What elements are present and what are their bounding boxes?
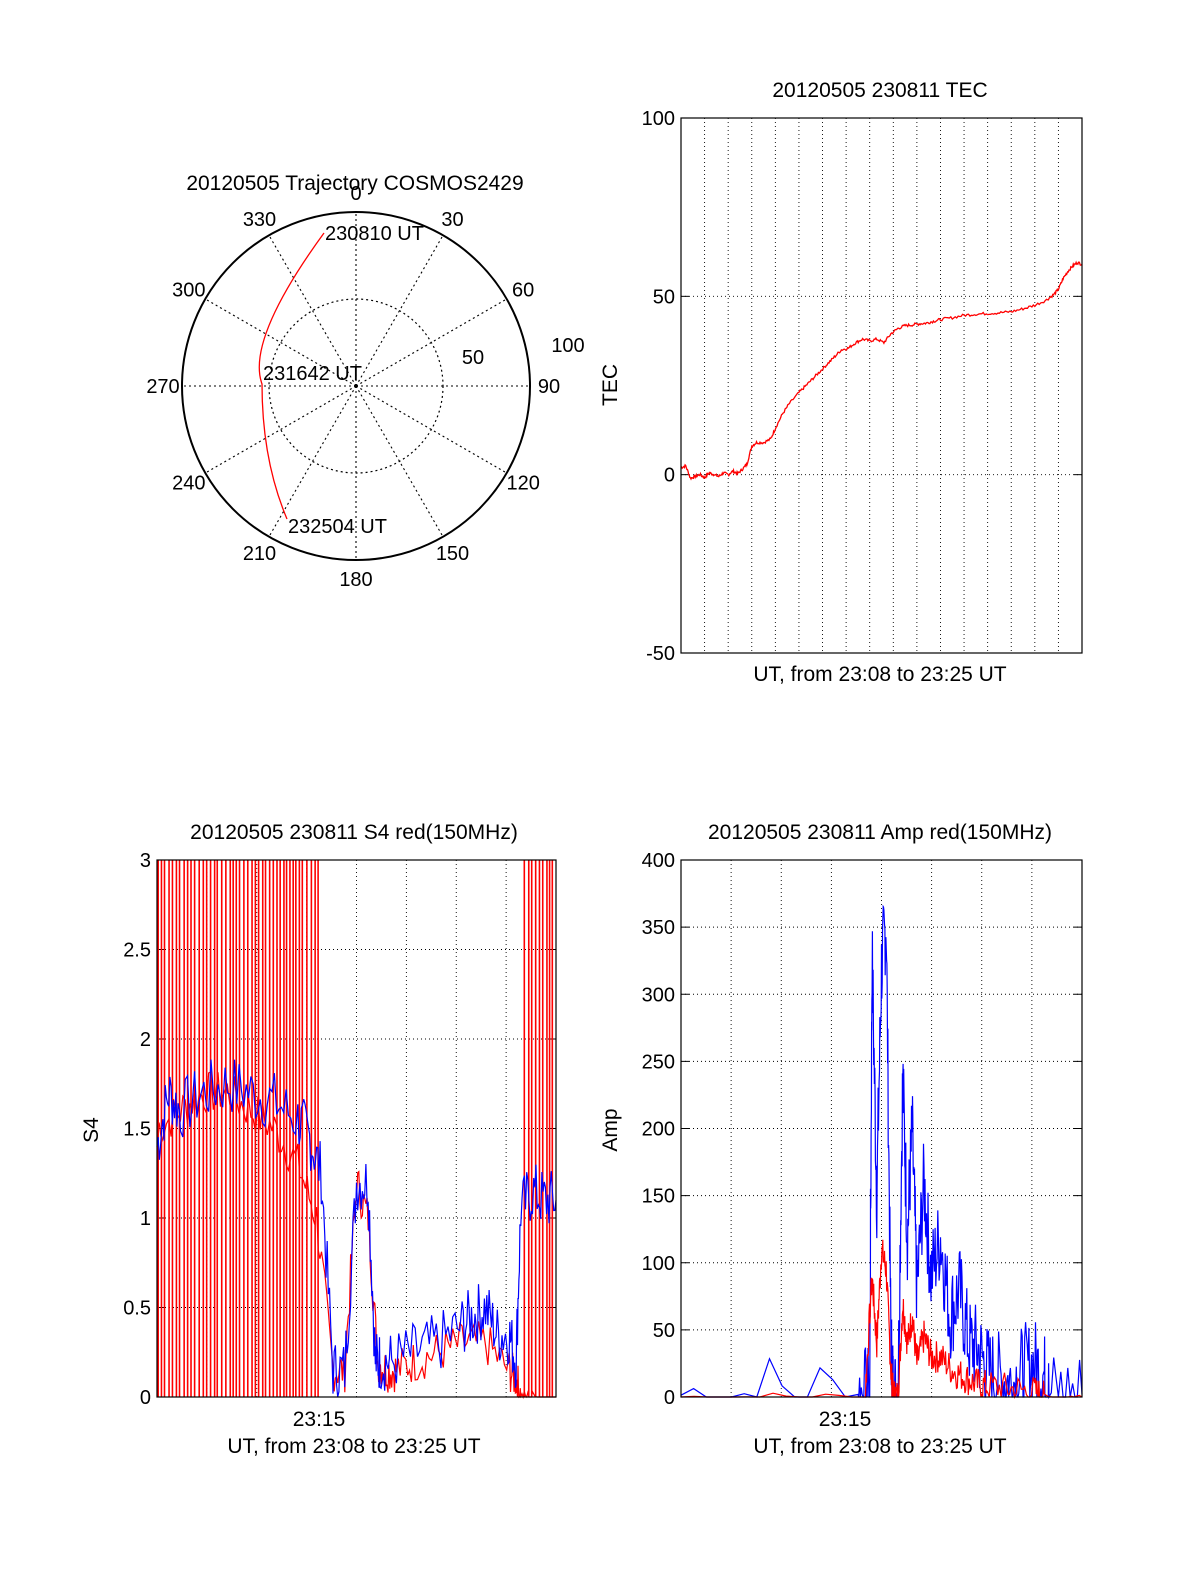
amp-y-ticks: 0 50 100 150 200 250 300 350 400 [642, 850, 1082, 1409]
tec-title: 20120505 230811 TEC [772, 79, 987, 102]
y-tick-label: 250 [642, 1051, 675, 1073]
y-tick-label: 0 [664, 1387, 675, 1409]
amp-panel: 20120505 230811 Amp red(150MHz) 0 50 100 15… [599, 821, 1083, 1458]
polar-azimuth-label: 30 [441, 209, 463, 231]
s4-xtick-label: 23:15 [293, 1408, 346, 1431]
polar-spoke [205, 298, 357, 387]
polar-azimuth-label: 90 [538, 376, 560, 398]
tec-panel: 20120505 230811 TEC -50 0 50 100 TEC UT, fr… [599, 79, 1083, 686]
polar-spoke [355, 385, 507, 474]
polar-spoke [355, 298, 507, 387]
y-tick-label: 3 [140, 850, 151, 872]
tec-series-red [680, 260, 1083, 481]
polar-azimuth-label: 270 [146, 376, 179, 398]
amp-series-blue [680, 904, 1083, 1400]
amp-xtick-label: 23:15 [819, 1408, 872, 1431]
y-tick-label: 350 [642, 917, 675, 939]
tec-xlabel: UT, from 23:08 to 23:25 UT [753, 663, 1006, 686]
polar-ring-label-50: 50 [462, 347, 484, 369]
tec-y-ticks: -50 0 50 100 [642, 108, 1082, 665]
polar-azimuth-label: 330 [243, 209, 276, 231]
y-tick-label: 50 [653, 1320, 675, 1342]
polar-spoke [268, 235, 357, 387]
polar-track-end-label: 232504 UT [288, 516, 387, 538]
y-tick-label: 200 [642, 1119, 675, 1141]
polar-azimuth-label: 180 [339, 569, 372, 591]
polar-outer-ring [181, 211, 531, 561]
amp-series-red [680, 1239, 1083, 1400]
amp-grid [681, 860, 1082, 1397]
y-tick-label: 0 [664, 465, 675, 487]
polar-azimuth-label: 0 [350, 183, 361, 205]
y-tick-label: 0 [140, 1387, 151, 1409]
y-tick-label: 2 [140, 1029, 151, 1051]
polar-track-mid-label: 231642 UT [263, 363, 362, 385]
polar-spokes [182, 212, 530, 560]
polar-azimuth-label: 300 [172, 280, 205, 302]
polar-spoke [268, 385, 357, 537]
y-tick-label: 400 [642, 850, 675, 872]
y-tick-label: 100 [642, 108, 675, 130]
polar-spoke [355, 385, 444, 537]
amp-axes-frame [680, 859, 1083, 1398]
s4-title: 20120505 230811 S4 red(150MHz) [190, 821, 518, 844]
polar-trajectory [258, 232, 325, 520]
y-tick-label: 2.5 [123, 940, 151, 962]
s4-panel: 20120505 230811 S4 red(150MHz) 0 0.5 1 1.5 2… [80, 821, 557, 1458]
tec-ylabel: TEC [599, 364, 622, 406]
y-tick-label: 300 [642, 984, 675, 1006]
y-tick-label: 1 [140, 1208, 151, 1230]
s4-y-ticks: 0 0.5 1 1.5 2 2.5 3 [123, 850, 556, 1409]
y-tick-label: 0.5 [123, 1298, 151, 1320]
polar-spoke [205, 385, 357, 474]
s4-series-blue [156, 1059, 557, 1398]
polar-azimuth-label: 210 [243, 543, 276, 565]
amp-xlabel: UT, from 23:08 to 23:25 UT [753, 1435, 1006, 1458]
s4-red-spikes [157, 860, 554, 1397]
polar-azimuth-label: 240 [172, 473, 205, 495]
s4-axes-frame [156, 859, 557, 1398]
tec-axes-frame [680, 117, 1083, 654]
tec-grid [681, 118, 1082, 653]
polar-track-start-label: 230810 UT [325, 223, 424, 245]
s4-xlabel: UT, from 23:08 to 23:25 UT [227, 1435, 480, 1458]
amp-ylabel: Amp [599, 1108, 622, 1151]
polar-azimuth-label: 120 [506, 473, 539, 495]
y-tick-label: -50 [646, 643, 675, 665]
polar-azimuth-labels: 0 30 60 90 120 150 180 210 240 270 300 330 [146, 183, 560, 591]
y-tick-label: 150 [642, 1186, 675, 1208]
polar-panel: 20120505 Trajectory COSMOS2429 0 30 60 90 12… [146, 172, 584, 591]
s4-ylabel: S4 [80, 1117, 103, 1143]
y-tick-label: 1.5 [123, 1119, 151, 1141]
y-tick-label: 100 [642, 1253, 675, 1275]
polar-azimuth-label: 60 [512, 280, 534, 302]
polar-title: 20120505 Trajectory COSMOS2429 [186, 172, 523, 195]
polar-ring-label-100: 100 [551, 335, 584, 357]
amp-title: 20120505 230811 Amp red(150MHz) [708, 821, 1052, 844]
y-tick-label: 50 [653, 286, 675, 308]
polar-spoke [355, 235, 444, 387]
polar-azimuth-label: 150 [436, 543, 469, 565]
